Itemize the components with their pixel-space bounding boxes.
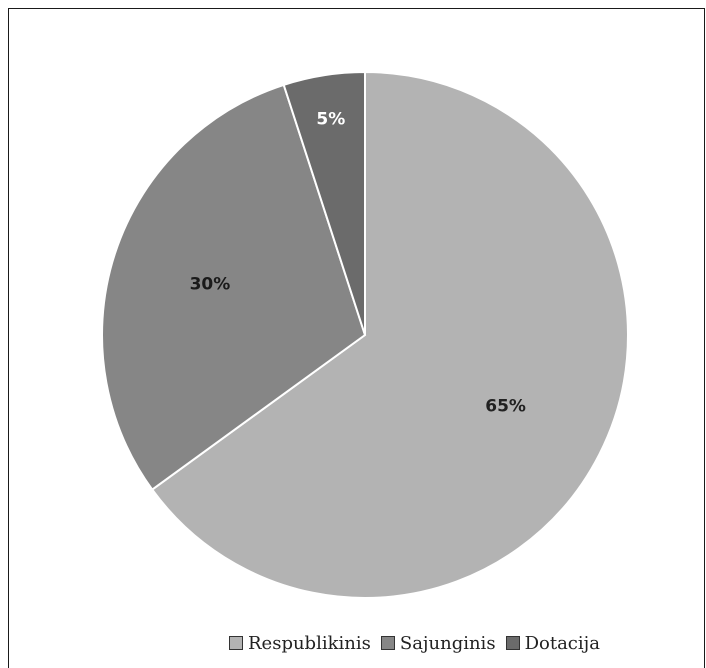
legend-item-sajunginis: Sajunginis bbox=[380, 632, 496, 654]
legend-label: Respublikinis bbox=[248, 632, 371, 654]
slice-data-label: 5% bbox=[316, 109, 345, 129]
legend-swatch bbox=[229, 636, 243, 650]
slice-data-label: 65% bbox=[485, 397, 526, 417]
pie-slice-sajunginis bbox=[101, 83, 367, 491]
legend: Respublikinis Sajunginis Dotacija bbox=[229, 631, 600, 655]
slice-data-label: 30% bbox=[190, 275, 231, 295]
pie-labels: 65% 30% 5% bbox=[190, 109, 526, 416]
chart-frame bbox=[8, 8, 705, 668]
pie-slice-respublikinis bbox=[150, 70, 629, 599]
legend-label: Dotacija bbox=[524, 632, 600, 654]
pie-slice-dotacija bbox=[282, 70, 366, 336]
legend-swatch bbox=[380, 636, 395, 650]
legend-item-respublikinis: Respublikinis bbox=[229, 633, 371, 654]
legend-label: Sajunginis bbox=[399, 632, 496, 654]
legend-swatch bbox=[505, 636, 520, 650]
pie-slices bbox=[101, 70, 629, 599]
legend-item-dotacija: Dotacija bbox=[505, 632, 600, 654]
